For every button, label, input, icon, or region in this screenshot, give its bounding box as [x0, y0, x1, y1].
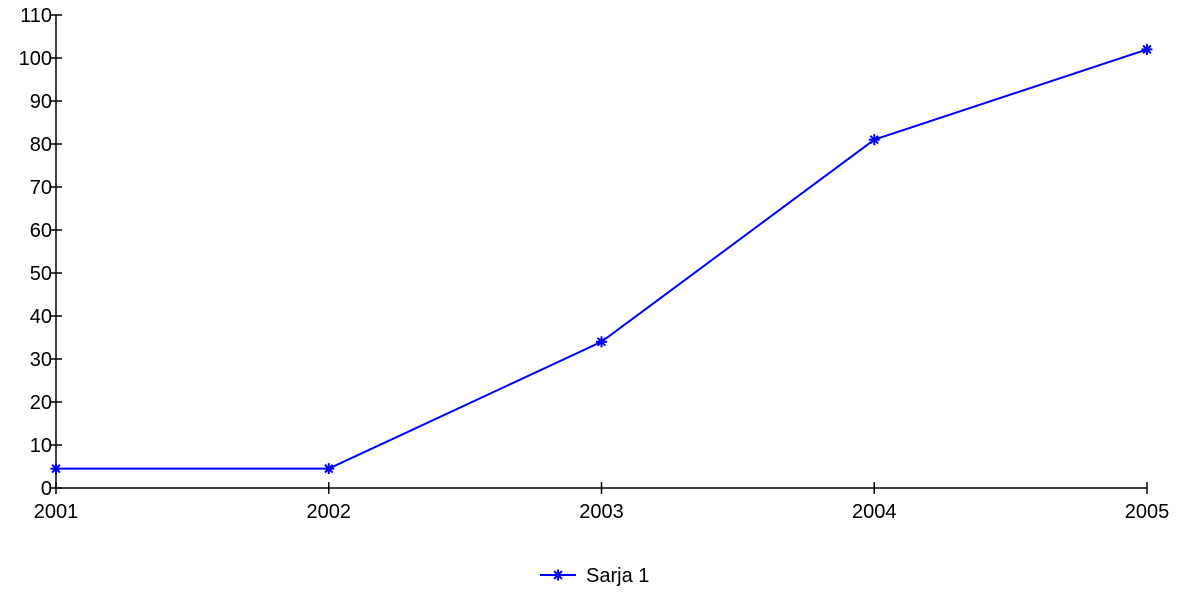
axes: [55, 15, 1147, 489]
data-point: [1141, 43, 1153, 55]
y-tick-label: 10: [30, 435, 52, 457]
series-line: [56, 48, 1148, 470]
y-tick-label: 100: [19, 48, 52, 70]
x-tick-label: 2004: [852, 501, 897, 523]
y-tick-label: 60: [30, 220, 52, 242]
x-tick-label: 2005: [1125, 501, 1170, 523]
y-tick-label: 90: [30, 91, 52, 113]
x-tick-label: 2001: [34, 501, 79, 523]
y-tick-label: 70: [30, 177, 52, 199]
x-tick-label: 2002: [307, 501, 352, 523]
x-tick-label: 2003: [579, 501, 624, 523]
y-tick-label: 40: [30, 306, 52, 328]
data-point: [323, 463, 335, 475]
data-point: [50, 463, 62, 475]
y-tick-label: 20: [30, 392, 52, 414]
y-tick-label: 110: [20, 5, 52, 27]
legend: Sarja 1: [540, 565, 649, 587]
data-point: [596, 336, 607, 348]
y-tick-label: 80: [30, 134, 52, 156]
series-layer: [50, 43, 1153, 475]
star-marker: [552, 569, 564, 581]
y-tick-label: 0: [41, 478, 52, 500]
data-point: [868, 134, 880, 146]
y-tick-label: 50: [30, 263, 52, 285]
y-ticks: 0 10 20 30 40 50 60 70 80 90 100 110: [19, 5, 62, 500]
legend-star-marker: [552, 569, 564, 581]
legend-label: Sarja 1: [586, 565, 649, 587]
y-tick-label: 30: [30, 349, 52, 371]
x-ticks: 2001 2002 2003 2004 2005: [34, 482, 1170, 523]
